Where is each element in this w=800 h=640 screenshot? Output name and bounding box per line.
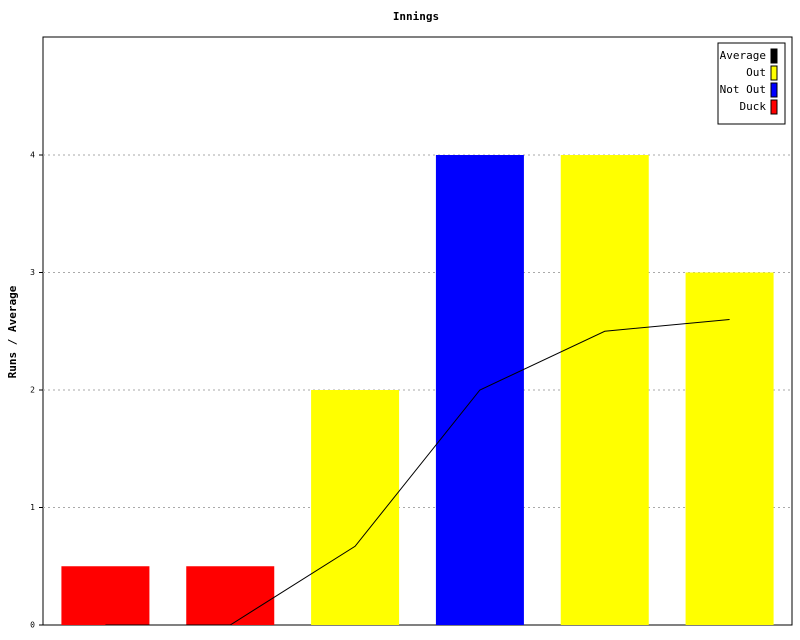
- y-tick-label: 3: [30, 268, 35, 277]
- y-tick-label: 1: [30, 503, 35, 512]
- legend-swatch: [770, 82, 778, 98]
- bar: [61, 566, 150, 625]
- y-tick-label: 4: [30, 151, 35, 160]
- y-axis-label: Runs / Average: [6, 285, 19, 378]
- bar: [311, 390, 400, 625]
- bar: [186, 566, 275, 625]
- plot-frame: [42, 36, 793, 626]
- average-line: [105, 319, 730, 626]
- y-tick-label: 0: [30, 621, 35, 630]
- legend-label: Not Out: [720, 83, 766, 96]
- legend-label: Duck: [740, 100, 767, 113]
- legend-label: Out: [746, 66, 766, 79]
- legend-label: Average: [720, 49, 766, 62]
- chart-title: Innings: [393, 10, 439, 23]
- bar: [560, 155, 649, 625]
- legend-swatch: [770, 65, 778, 81]
- legend-swatch: [770, 99, 778, 115]
- bar: [685, 272, 774, 625]
- legend-swatch: [770, 48, 778, 64]
- y-tick-label: 2: [30, 386, 35, 395]
